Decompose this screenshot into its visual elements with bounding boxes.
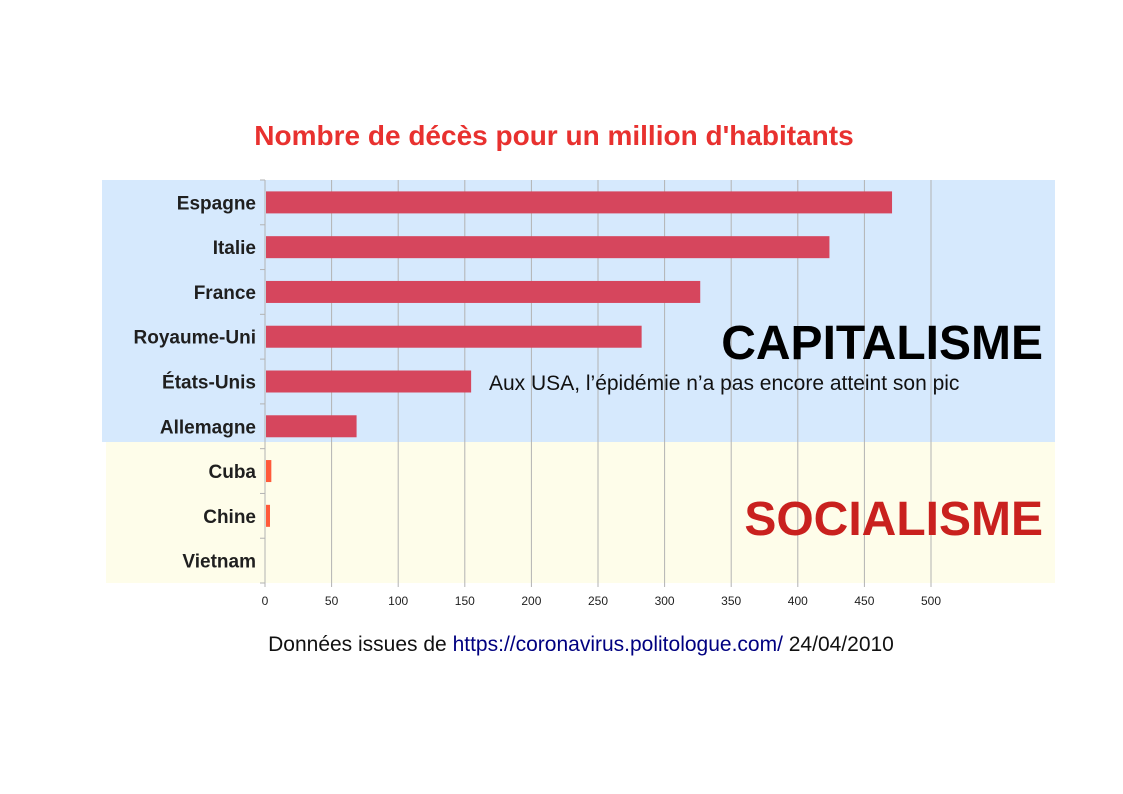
x-tick-label: 150	[455, 594, 475, 608]
x-tick-label: 450	[854, 594, 874, 608]
x-tick-label: 0	[262, 594, 269, 608]
category-label: Italie	[213, 238, 256, 259]
category-label: États-Unis	[162, 372, 256, 394]
category-label: Vietnam	[182, 552, 256, 573]
category-label: Allemagne	[160, 417, 256, 438]
x-tick-label: 250	[588, 594, 608, 608]
source-prefix: Données issues de	[268, 633, 452, 656]
bar-royaume-uni	[266, 325, 642, 348]
bar-italie	[266, 236, 830, 259]
bars	[266, 191, 893, 527]
category-label: Cuba	[209, 462, 257, 483]
bar-france	[266, 280, 701, 303]
source-date: 24/04/2010	[783, 633, 894, 656]
source-link[interactable]: https://coronavirus.politologue.com/	[453, 633, 784, 656]
source-line: Données issues de https://coronavirus.po…	[268, 633, 894, 656]
x-tick-label: 350	[721, 594, 741, 608]
socialism-band	[106, 442, 1055, 583]
bar-etats-unis	[266, 370, 472, 393]
category-label: Espagne	[177, 193, 256, 214]
category-label: France	[194, 283, 256, 304]
x-tick-label: 100	[388, 594, 408, 608]
capitalism-label: CAPITALISME	[721, 317, 1043, 370]
x-tick-label: 200	[521, 594, 541, 608]
bar-chine	[266, 504, 270, 527]
category-label: Royaume-Uni	[134, 328, 256, 349]
socialism-label: SOCIALISME	[744, 493, 1043, 546]
category-labels: Espagne Italie France Royaume-Uni États-Unis…	[134, 193, 257, 572]
chart-title: Nombre de décès pour un million d'habita…	[254, 120, 853, 151]
category-label: Chine	[203, 507, 256, 528]
capitalism-band	[102, 180, 1055, 442]
bar-espagne	[266, 191, 893, 214]
x-tick-label: 50	[325, 594, 339, 608]
x-tick-label: 300	[655, 594, 675, 608]
x-tick-label: 500	[921, 594, 941, 608]
x-tick-label: 400	[788, 594, 808, 608]
usa-note: Aux USA, l’épidémie n’a pas encore attei…	[489, 372, 959, 395]
bar-allemagne	[266, 415, 357, 438]
bar-cuba	[266, 460, 272, 483]
x-tick-labels: 0 50 100 150 200 250 300 350 400 450 500	[262, 594, 942, 608]
